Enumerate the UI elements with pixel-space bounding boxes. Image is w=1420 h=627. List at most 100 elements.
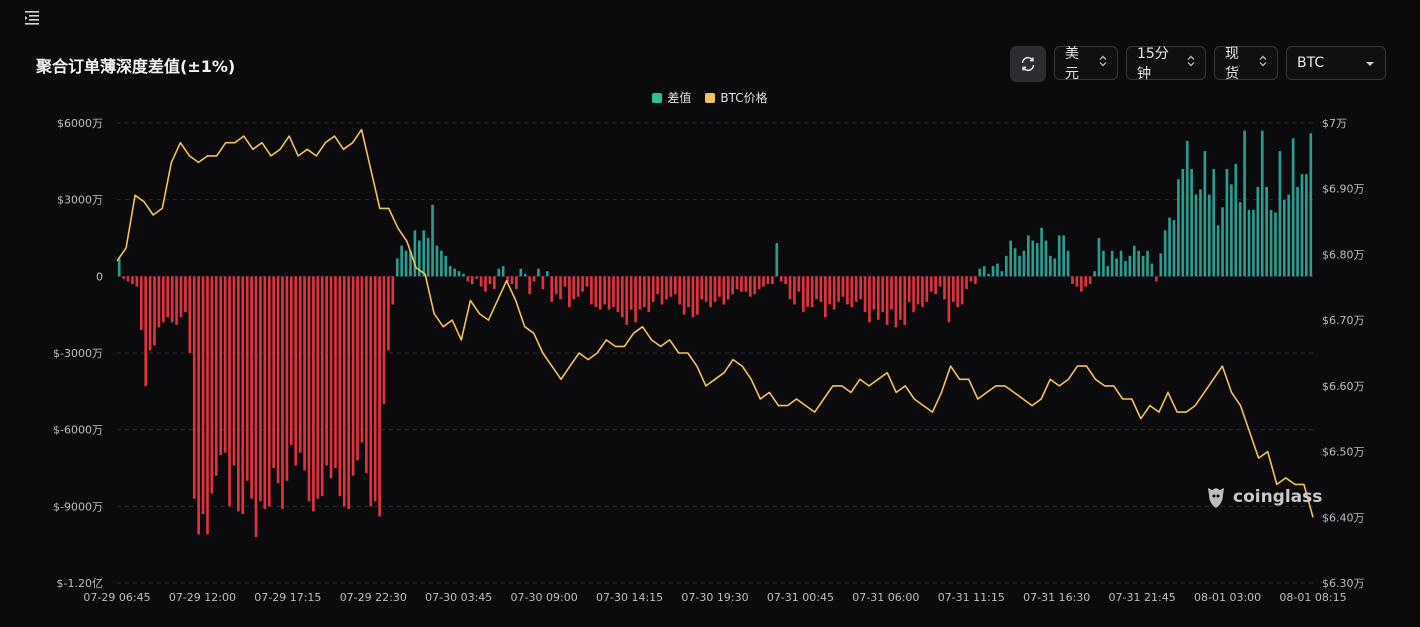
y-right-tick-label: $6.40万 <box>1322 511 1365 524</box>
delta-bar <box>912 276 915 313</box>
legend-item-diff[interactable]: 差值 <box>652 89 691 106</box>
x-tick-label: 07-30 19:30 <box>681 591 748 604</box>
unit-select[interactable]: 美元 <box>1054 46 1118 82</box>
delta-bar <box>1044 240 1048 277</box>
delta-bar <box>528 276 531 295</box>
delta-bar <box>373 276 377 502</box>
coinglass-watermark: coinglass <box>1205 485 1322 509</box>
delta-bar <box>859 276 862 300</box>
delta-bar <box>1282 199 1286 277</box>
delta-bar <box>938 276 942 287</box>
delta-bar <box>1287 194 1291 277</box>
delta-bar <box>943 276 946 300</box>
delta-bar <box>298 276 302 453</box>
delta-bar <box>735 276 739 290</box>
delta-bar <box>303 276 306 471</box>
delta-bar <box>444 255 448 277</box>
delta-bar <box>1018 255 1021 277</box>
delta-bar <box>435 245 439 277</box>
delta-bar <box>166 276 170 318</box>
coin-select[interactable]: BTC <box>1286 46 1386 80</box>
delta-bar <box>179 276 183 318</box>
delta-bar <box>1022 250 1026 277</box>
delta-bar <box>281 276 284 509</box>
delta-bar <box>214 276 218 476</box>
delta-bar <box>929 276 933 292</box>
delta-bar <box>1084 276 1088 287</box>
delta-bar <box>1185 140 1189 277</box>
delta-bar <box>956 276 960 307</box>
delta-bar <box>696 276 699 315</box>
delta-bar <box>771 276 774 284</box>
delta-bar <box>285 276 289 481</box>
delta-bar <box>1155 276 1158 282</box>
x-tick-label: 07-31 06:00 <box>852 591 919 604</box>
delta-bar <box>691 276 695 318</box>
delta-bar <box>263 276 267 509</box>
delta-bar <box>744 276 748 292</box>
y-left-tick-label: 0 <box>96 270 103 283</box>
delta-bar <box>974 276 977 284</box>
interval-select[interactable]: 15分钟 <box>1126 46 1206 82</box>
delta-bar <box>378 276 381 517</box>
chart-legend: 差值 BTC价格 <box>0 89 1420 106</box>
delta-bar <box>1269 209 1273 277</box>
delta-bar <box>1027 235 1030 277</box>
delta-bar <box>554 276 558 295</box>
delta-bar <box>267 276 271 507</box>
refresh-button[interactable] <box>1010 46 1046 82</box>
delta-bar <box>907 276 911 302</box>
delta-bar <box>457 271 461 277</box>
delta-bar <box>400 245 403 277</box>
delta-bar <box>916 276 920 305</box>
delta-bar <box>1278 151 1282 277</box>
delta-bar <box>1252 209 1255 277</box>
delta-bar <box>1216 225 1220 277</box>
delta-bar <box>175 276 178 325</box>
legend-swatch-diff <box>652 92 663 103</box>
delta-bar <box>969 276 973 282</box>
delta-bar <box>1115 258 1118 277</box>
legend-label-price: BTC价格 <box>720 91 768 105</box>
delta-bar <box>157 276 161 328</box>
delta-bar <box>775 243 779 277</box>
delta-bar <box>1141 255 1145 277</box>
delta-bar <box>139 276 143 330</box>
delta-bar <box>1159 253 1163 277</box>
delta-bar <box>144 276 148 387</box>
delta-bar <box>925 276 929 302</box>
delta-bar <box>607 276 611 310</box>
delta-bar <box>1040 227 1043 277</box>
delta-bar <box>625 276 629 325</box>
x-tick-label: 07-31 00:45 <box>767 591 834 604</box>
delta-bar <box>1088 276 1092 284</box>
delta-bar <box>784 276 787 284</box>
delta-bar <box>1274 212 1277 277</box>
delta-bar <box>638 276 642 310</box>
delta-bar <box>488 276 492 284</box>
delta-bar <box>934 276 937 295</box>
delta-bar <box>1049 255 1052 277</box>
delta-bar <box>894 276 898 328</box>
delta-bar <box>325 276 328 466</box>
delta-bar <box>726 276 730 300</box>
market-select[interactable]: 现货 <box>1214 46 1278 82</box>
delta-bar <box>991 266 995 277</box>
delta-bar <box>228 276 231 507</box>
delta-bar <box>541 276 545 290</box>
delta-bar <box>470 276 474 284</box>
sort-chevrons-icon <box>1187 55 1195 71</box>
x-tick-label: 08-01 03:00 <box>1194 591 1261 604</box>
delta-bar <box>506 276 509 282</box>
delta-bar <box>395 258 399 277</box>
delta-bar <box>740 276 743 292</box>
menu-toggle-icon[interactable] <box>24 8 42 26</box>
delta-bar <box>1071 276 1074 284</box>
delta-bar <box>338 276 342 497</box>
legend-item-price[interactable]: BTC价格 <box>705 89 768 106</box>
delta-bar <box>854 276 858 302</box>
delta-bar <box>453 268 456 277</box>
delta-bar <box>329 276 333 479</box>
delta-bar <box>501 266 505 277</box>
delta-bar <box>307 276 311 502</box>
